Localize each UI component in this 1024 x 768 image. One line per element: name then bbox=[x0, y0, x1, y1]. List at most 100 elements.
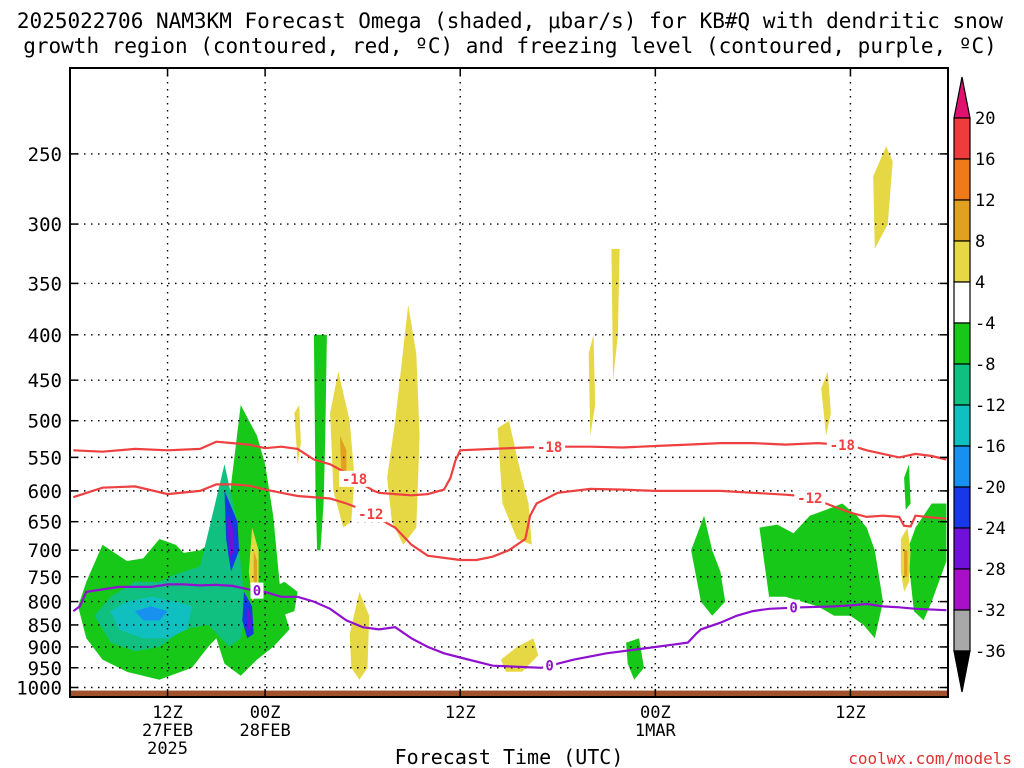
omega-shaded-region bbox=[873, 146, 893, 249]
colorbar-segment bbox=[953, 486, 971, 529]
colorbar-level-label: -4 bbox=[975, 314, 995, 334]
colorbar-segment bbox=[953, 609, 971, 652]
colorbar-segment bbox=[953, 199, 971, 242]
contour-label-bg bbox=[534, 438, 566, 455]
y-tick-label: 700 bbox=[28, 540, 62, 562]
y-tick-label: 900 bbox=[28, 637, 62, 659]
y-tick-label: 750 bbox=[28, 567, 62, 589]
y-tick-label: 800 bbox=[28, 592, 62, 614]
x-tick-date-label: 28FEB bbox=[240, 721, 291, 741]
colorbar-level-label: -20 bbox=[975, 478, 1006, 498]
omega-shaded-region bbox=[497, 420, 532, 545]
omega-shaded-region bbox=[759, 503, 883, 639]
x-tick-label: 12Z bbox=[445, 703, 476, 723]
contour-label-bg bbox=[543, 657, 557, 674]
contour-label: -18 bbox=[342, 472, 367, 488]
y-tick-label: 950 bbox=[28, 658, 62, 680]
omega-shaded-region bbox=[247, 606, 251, 630]
omega-shaded-region bbox=[227, 515, 235, 561]
contour-label: 0 bbox=[545, 659, 553, 675]
contour-label: 0 bbox=[789, 601, 797, 617]
omega-shaded-region bbox=[349, 591, 370, 680]
colorbar: 20 16 12 8 4 -4 -8 -12 -16 -20 -24 -28 -32 -36 bbox=[953, 76, 1006, 693]
y-tick-label: 350 bbox=[28, 273, 62, 295]
contour-label-bg bbox=[339, 470, 371, 487]
contour-label: 0 bbox=[253, 584, 261, 600]
omega-shaded-region bbox=[135, 606, 168, 621]
colorbar-segment bbox=[953, 527, 971, 570]
x-tick-label: 00Z bbox=[250, 703, 281, 723]
x-axis-label: Forecast Time (UTC) bbox=[395, 745, 624, 768]
y-tick-label: 600 bbox=[28, 481, 62, 503]
colorbar-level-label: 8 bbox=[975, 232, 985, 252]
colorbar-segment bbox=[953, 445, 971, 488]
y-tick-label: 500 bbox=[28, 411, 62, 433]
contour-dgz_top bbox=[73, 440, 947, 497]
omega-shaded-region bbox=[387, 304, 420, 545]
colorbar-level-label: -24 bbox=[975, 519, 1006, 539]
omega-shaded-region bbox=[904, 550, 908, 577]
omega-shaded-region bbox=[273, 581, 298, 616]
omega-shaded-region bbox=[253, 550, 257, 582]
omega-shaded-region bbox=[611, 248, 620, 381]
contour-label: -18 bbox=[537, 440, 562, 456]
omega-shaded-region bbox=[691, 515, 726, 616]
y-tick-label: 550 bbox=[28, 447, 62, 469]
colorbar-top-arrow bbox=[953, 76, 971, 119]
x-tick-date-label: 27FEB bbox=[142, 721, 193, 741]
colorbar-segment bbox=[953, 404, 971, 447]
omega-shaded-region bbox=[500, 638, 539, 672]
omega-shaded-region bbox=[294, 405, 301, 465]
x-tick-label: 12Z bbox=[152, 703, 183, 723]
contour-label: -12 bbox=[797, 491, 822, 507]
y-tick-label: 850 bbox=[28, 615, 62, 637]
contour-dgz_bottom bbox=[72, 483, 947, 562]
contour-label-bg bbox=[794, 490, 826, 507]
plot-inner: -18 -18 -18 -12 -12 0 0 0 bbox=[70, 68, 948, 697]
colorbar-segment bbox=[953, 322, 971, 365]
colorbar-segment bbox=[953, 568, 971, 611]
y-tick-label: 250 bbox=[28, 144, 62, 166]
colorbar-segment bbox=[953, 281, 971, 324]
colorbar-level-label: -8 bbox=[975, 355, 995, 375]
ground-band bbox=[70, 690, 948, 697]
contour-label-bg bbox=[250, 582, 264, 599]
colorbar-level-label: 4 bbox=[975, 273, 985, 293]
colorbar-segment bbox=[953, 117, 971, 160]
credit-text: coolwx.com/models bbox=[848, 749, 1012, 768]
omega-shaded-region bbox=[904, 464, 911, 510]
colorbar-level-label: -16 bbox=[975, 437, 1006, 457]
y-tick-label: 450 bbox=[28, 370, 62, 392]
colorbar-level-label: -32 bbox=[975, 601, 1006, 621]
colorbar-level-label: 20 bbox=[975, 109, 995, 129]
contour-label-bg bbox=[787, 599, 801, 616]
x-tick-date-label: 1MAR bbox=[635, 721, 677, 741]
contour-label-bg bbox=[826, 436, 858, 453]
omega-shaded-region bbox=[626, 638, 644, 680]
omega-shaded-region bbox=[588, 334, 596, 436]
contour-label-bg bbox=[355, 506, 387, 523]
chart-title-line2: growth region (contoured, red, ºC) and f… bbox=[23, 34, 997, 58]
colorbar-bottom-arrow bbox=[953, 650, 971, 693]
y-tick-label: 300 bbox=[28, 214, 62, 236]
x-tick-label: 12Z bbox=[835, 703, 866, 723]
contour-label: -18 bbox=[830, 438, 855, 454]
chart-title-line1: 2025022706 NAM3KM Forecast Omega (shaded… bbox=[17, 9, 1004, 33]
omega-shaded-region bbox=[313, 334, 327, 551]
contour-label: -12 bbox=[358, 507, 383, 523]
plot-frame bbox=[69, 67, 949, 698]
colorbar-level-label: 16 bbox=[975, 150, 995, 170]
omega-shaded-region bbox=[821, 371, 831, 436]
colorbar-level-label: -12 bbox=[975, 396, 1006, 416]
colorbar-segment bbox=[953, 363, 971, 406]
x-tick-year-label: 2025 bbox=[147, 739, 188, 759]
y-tick-label: 1000 bbox=[16, 677, 62, 699]
x-tick-label: 00Z bbox=[640, 703, 671, 723]
omega-shaded-region bbox=[907, 503, 947, 621]
colorbar-level-label: -28 bbox=[975, 560, 1006, 580]
colorbar-segment bbox=[953, 158, 971, 201]
colorbar-level-label: -36 bbox=[975, 642, 1006, 662]
colorbar-level-label: 12 bbox=[975, 191, 995, 211]
plot-area: -18 -18 -18 -12 -12 0 0 0 250 300 350 400 450 500 550 6… bbox=[16, 67, 949, 759]
